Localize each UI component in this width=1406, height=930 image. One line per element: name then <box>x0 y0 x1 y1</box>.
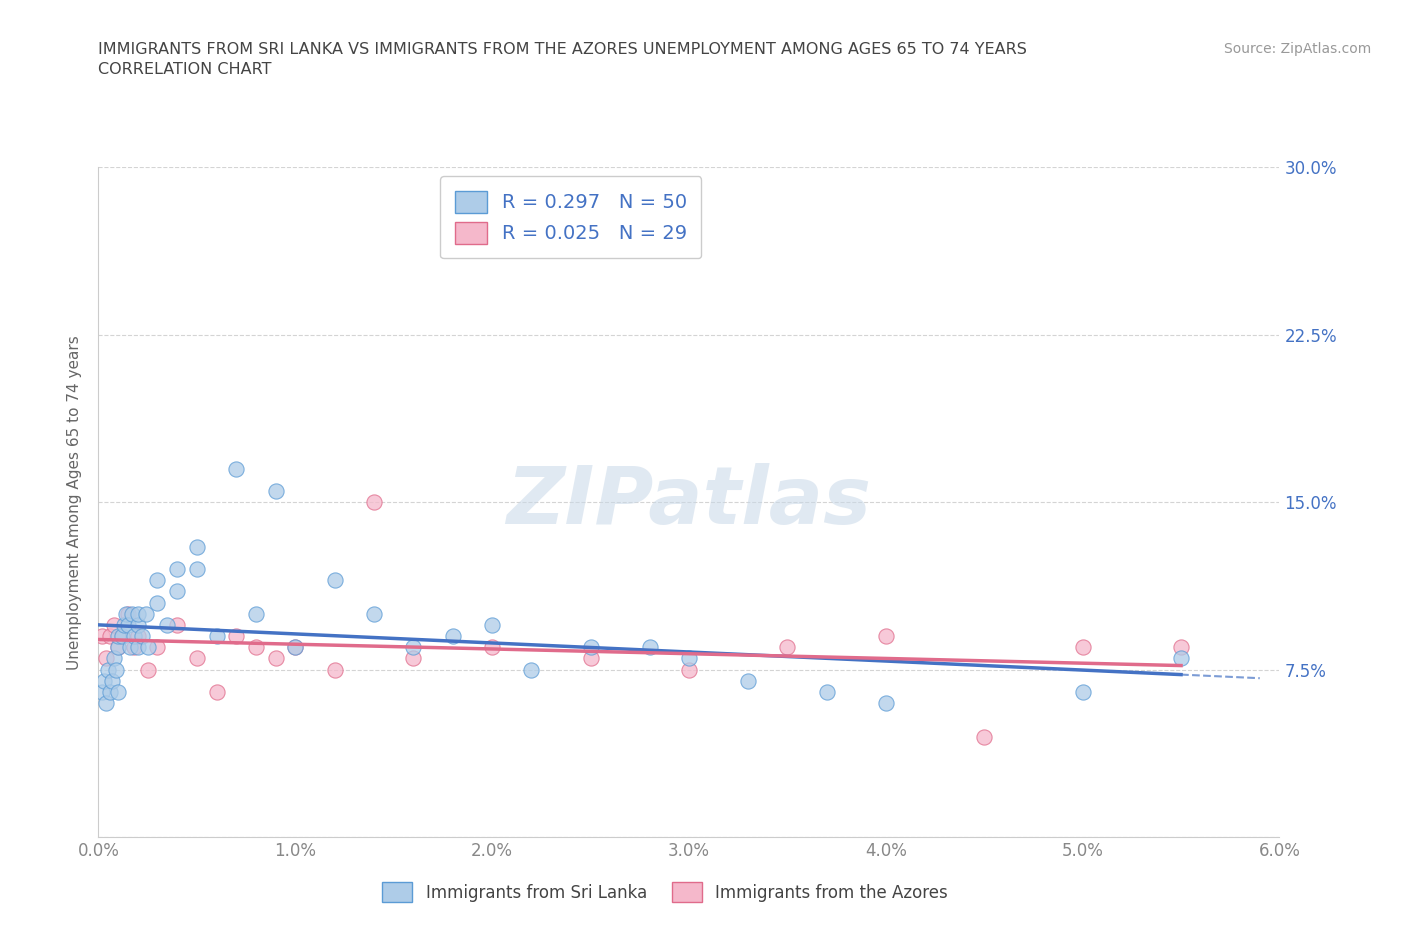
Point <box>776 640 799 655</box>
Point <box>402 640 425 655</box>
Point <box>186 539 208 554</box>
Point <box>127 618 149 632</box>
Point <box>678 662 700 677</box>
Point <box>264 651 287 666</box>
Point <box>97 662 120 677</box>
Point <box>135 606 157 621</box>
Point <box>91 684 114 699</box>
Text: ZIPatlas: ZIPatlas <box>506 463 872 541</box>
Point <box>205 629 228 644</box>
Point <box>245 640 267 655</box>
Point <box>118 640 141 655</box>
Point <box>284 640 307 655</box>
Point <box>323 662 346 677</box>
Point <box>96 696 118 711</box>
Point <box>122 629 145 644</box>
Point <box>815 684 838 699</box>
Point <box>520 662 543 677</box>
Point <box>245 606 267 621</box>
Point <box>93 673 115 688</box>
Point <box>105 662 128 677</box>
Point <box>112 618 135 632</box>
Point <box>127 629 149 644</box>
Point <box>146 640 169 655</box>
Text: IMMIGRANTS FROM SRI LANKA VS IMMIGRANTS FROM THE AZORES UNEMPLOYMENT AMONG AGES : IMMIGRANTS FROM SRI LANKA VS IMMIGRANTS … <box>98 42 1028 57</box>
Point <box>638 640 661 655</box>
Point <box>166 562 188 577</box>
Point <box>131 629 153 644</box>
Point <box>127 640 149 655</box>
Point <box>481 640 503 655</box>
Point <box>98 684 121 699</box>
Point <box>107 640 129 655</box>
Point <box>166 618 188 632</box>
Point <box>323 573 346 588</box>
Point <box>146 595 169 610</box>
Point <box>579 651 602 666</box>
Point <box>121 606 143 621</box>
Point <box>737 673 759 688</box>
Point <box>875 696 897 711</box>
Point <box>98 629 121 644</box>
Legend: Immigrants from Sri Lanka, Immigrants from the Azores: Immigrants from Sri Lanka, Immigrants fr… <box>375 875 955 909</box>
Point <box>875 629 897 644</box>
Point <box>117 606 139 621</box>
Point <box>101 673 124 688</box>
Point <box>402 651 425 666</box>
Text: Source: ZipAtlas.com: Source: ZipAtlas.com <box>1223 42 1371 56</box>
Point <box>146 573 169 588</box>
Point <box>136 640 159 655</box>
Point <box>107 629 129 644</box>
Point <box>579 640 602 655</box>
Point <box>441 629 464 644</box>
Point <box>103 618 125 632</box>
Point <box>1170 640 1192 655</box>
Point <box>107 640 129 655</box>
Point <box>186 562 208 577</box>
Point <box>1071 640 1094 655</box>
Point <box>117 618 139 632</box>
Point <box>111 629 134 644</box>
Point <box>678 651 700 666</box>
Point <box>166 584 188 599</box>
Point <box>156 618 179 632</box>
Point <box>264 484 287 498</box>
Point <box>91 629 114 644</box>
Point <box>363 495 385 510</box>
Point <box>127 606 149 621</box>
Point <box>96 651 118 666</box>
Point <box>107 684 129 699</box>
Point <box>363 606 385 621</box>
Point <box>103 651 125 666</box>
Point <box>186 651 208 666</box>
Point <box>136 662 159 677</box>
Point <box>1170 651 1192 666</box>
Point <box>111 629 134 644</box>
Point <box>122 640 145 655</box>
Point <box>1071 684 1094 699</box>
Point <box>225 629 247 644</box>
Point <box>973 729 995 744</box>
Point <box>225 461 247 476</box>
Point <box>115 606 138 621</box>
Text: CORRELATION CHART: CORRELATION CHART <box>98 62 271 77</box>
Point <box>205 684 228 699</box>
Point <box>481 618 503 632</box>
Point <box>284 640 307 655</box>
Y-axis label: Unemployment Among Ages 65 to 74 years: Unemployment Among Ages 65 to 74 years <box>67 335 83 670</box>
